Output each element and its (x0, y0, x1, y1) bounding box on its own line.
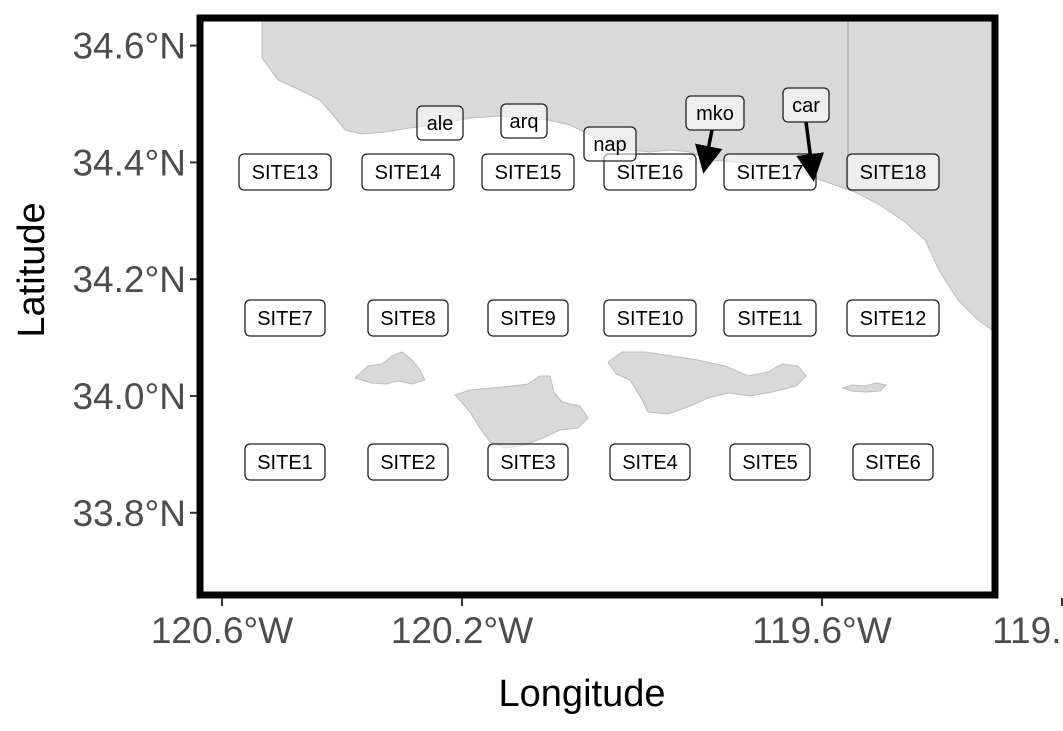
location-label-text: car (792, 95, 820, 117)
site-label-site3: SITE3 (487, 443, 569, 481)
location-label-box (416, 105, 464, 141)
y-tick-label: 34.2°N (72, 259, 186, 300)
site-label-box (723, 299, 817, 337)
site-label-site1: SITE1 (244, 443, 326, 481)
site-label-text: SITE5 (742, 452, 798, 474)
site-label-box (846, 299, 940, 337)
location-label-text: nap (593, 134, 626, 156)
site-label-text: SITE17 (737, 162, 804, 184)
site-label-box (846, 153, 940, 191)
island-santa-rosa (454, 375, 589, 449)
x-axis-title: Longitude (499, 673, 666, 715)
location-label-text: ale (427, 113, 454, 135)
site-label-text: SITE3 (500, 452, 556, 474)
location-label-mko: mko (685, 95, 745, 174)
location-label-ale: ale (416, 105, 464, 141)
site-label-site11: SITE11 (723, 299, 817, 337)
site-label-text: SITE16 (617, 162, 684, 184)
x-tick-label: 119.6°W (752, 610, 892, 651)
site-label-site12: SITE12 (846, 299, 940, 337)
site-label-box (367, 443, 449, 481)
site-label-text: SITE15 (495, 162, 562, 184)
y-tick-label: 34.0°N (72, 376, 186, 417)
y-tick-label: 34.4°N (72, 142, 186, 183)
island-santa-cruz (607, 351, 807, 415)
panel-frame (196, 14, 999, 599)
site-label-site17: SITE17 (723, 153, 817, 191)
site-label-text: SITE4 (622, 452, 678, 474)
site-label-text: SITE9 (500, 308, 556, 330)
leader-arrow (796, 121, 825, 182)
site-label-site13: SITE13 (238, 153, 332, 191)
site-label-box (852, 443, 934, 481)
location-label-text: arq (510, 111, 539, 133)
site-label-box (367, 299, 449, 337)
location-label-box (685, 95, 745, 131)
site-label-text: SITE2 (380, 452, 436, 474)
island-san-miguel (354, 351, 426, 385)
location-label-box (500, 103, 548, 139)
location-label-box (782, 87, 830, 123)
location-label-arq: arq (500, 103, 548, 139)
site-label-site15: SITE15 (481, 153, 575, 191)
site-label-text: SITE8 (380, 308, 436, 330)
site-label-text: SITE11 (737, 308, 802, 330)
site-label-box (487, 299, 569, 337)
site-label-box (244, 443, 326, 481)
site-label-text: SITE12 (860, 308, 927, 330)
site-label-site2: SITE2 (367, 443, 449, 481)
location-label-car: car (782, 87, 830, 182)
site-label-site4: SITE4 (609, 443, 691, 481)
island-anacapa (841, 382, 888, 393)
site-label-site6: SITE6 (852, 443, 934, 481)
x-tick-label: 120.6°W (151, 610, 293, 651)
y-axis-ticks: 34.6°N 34.4°N 34.2°N 34.0°N 33.8°N (72, 26, 197, 534)
y-tick-label: 33.8°N (72, 493, 186, 534)
site-label-site5: SITE5 (729, 443, 811, 481)
x-tick-label: 120.2°W (391, 610, 533, 651)
site-label-box (609, 443, 691, 481)
site-label-box (603, 299, 697, 337)
site-label-site7: SITE7 (244, 299, 326, 337)
y-axis-title: Latitude (11, 202, 53, 337)
site-label-box (244, 299, 326, 337)
site-label-site8: SITE8 (367, 299, 449, 337)
location-label-box (583, 126, 637, 162)
x-axis-ticks: 120.6°W 120.2°W 119.6°W 119.2°W (151, 598, 1063, 651)
site-label-site16: SITE16 (603, 153, 697, 191)
site-labels-layer: SITE13 SITE14 SITE15 SITE16 SITE17 SITE18 SITE… (238, 153, 940, 481)
location-label-nap: nap (583, 126, 637, 162)
location-label-text: mko (696, 103, 734, 125)
site-label-box (481, 153, 575, 191)
site-label-box (361, 153, 455, 191)
site-label-text: SITE6 (865, 452, 921, 474)
site-label-text: SITE10 (617, 308, 684, 330)
x-tick-label: 119.2°W (992, 610, 1063, 651)
site-label-text: SITE7 (257, 308, 313, 330)
y-tick-label: 34.6°N (72, 26, 186, 67)
site-label-box (238, 153, 332, 191)
site-label-text: SITE18 (860, 162, 927, 184)
site-label-box (487, 443, 569, 481)
site-label-text: SITE13 (252, 162, 319, 184)
location-labels-layer: ale arq nap mko car (416, 87, 830, 182)
site-label-text: SITE14 (375, 162, 442, 184)
site-label-site10: SITE10 (603, 299, 697, 337)
site-label-site14: SITE14 (361, 153, 455, 191)
site-label-site18: SITE18 (846, 153, 940, 191)
site-label-text: SITE1 (257, 452, 313, 474)
site-label-site9: SITE9 (487, 299, 569, 337)
site-label-box (729, 443, 811, 481)
leader-arrow (695, 129, 723, 174)
